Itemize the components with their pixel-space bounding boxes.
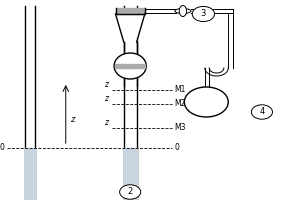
Text: z: z [103, 118, 108, 127]
Text: 0: 0 [0, 144, 4, 152]
Circle shape [184, 87, 228, 117]
Text: 0: 0 [175, 144, 180, 152]
Circle shape [192, 6, 214, 22]
Circle shape [120, 185, 141, 199]
Text: z: z [103, 94, 108, 103]
Text: M3: M3 [175, 123, 186, 132]
Text: 2: 2 [128, 188, 133, 196]
Text: M2: M2 [175, 99, 186, 108]
Circle shape [251, 105, 272, 119]
Text: 3: 3 [201, 9, 206, 19]
Ellipse shape [175, 8, 191, 14]
Text: z: z [103, 80, 108, 89]
Text: z: z [70, 116, 74, 124]
Text: M1: M1 [175, 85, 186, 94]
Ellipse shape [179, 5, 187, 17]
Text: 4: 4 [259, 108, 265, 116]
Polygon shape [116, 14, 145, 42]
Ellipse shape [114, 53, 146, 79]
